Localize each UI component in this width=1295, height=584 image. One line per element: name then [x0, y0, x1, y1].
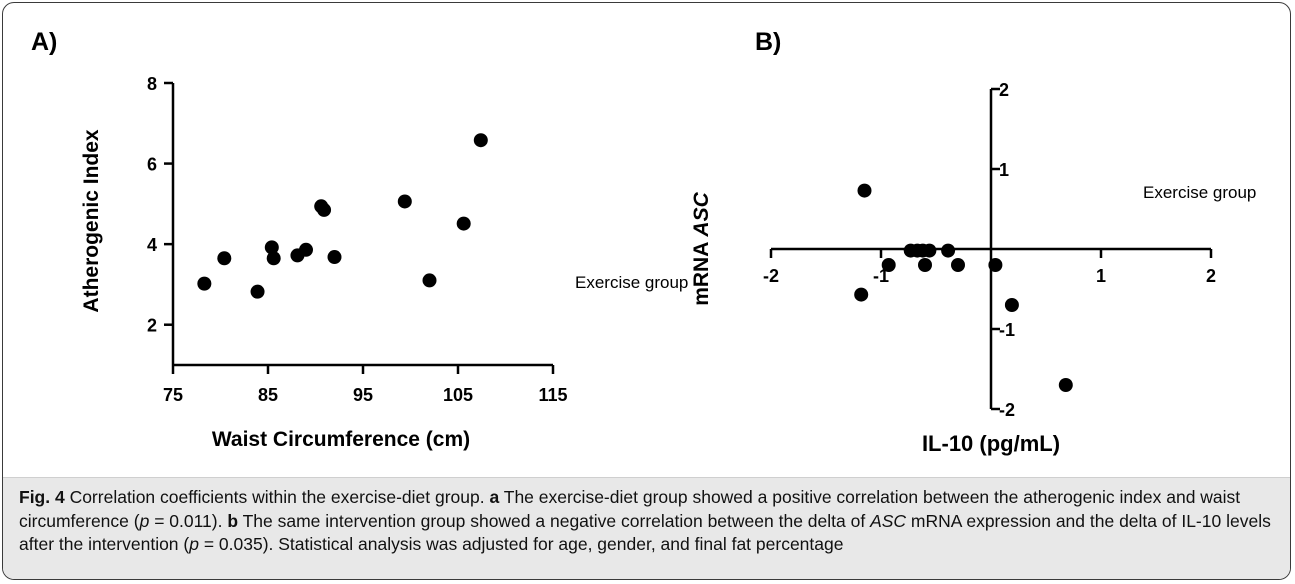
panel-b-y-axis-title-prefix: mRNA: [690, 237, 713, 306]
panel-b-y-axis-title: mRNA ASC: [690, 191, 713, 305]
figure-plots: A) 2 4 6 8 75 85 95 105 115 Exercise group Wais…: [31, 28, 1256, 456]
panel-b-y-axis-title-gene: ASC: [690, 191, 713, 237]
panel-b-data-point: [988, 258, 1003, 272]
caption-b-p-val: = 0.035). Statistical analysis was adjus…: [198, 534, 844, 554]
panel-a-y-tick-label: 4: [147, 235, 157, 255]
panel-a-data-point: [250, 284, 265, 299]
panel-a-data-point: [327, 250, 342, 265]
panel-b-points: [854, 183, 1073, 392]
panel-b-annotation: Exercise group: [1143, 183, 1256, 202]
panel-a-annotation: Exercise group: [575, 273, 688, 292]
panel-a-data-point: [473, 133, 488, 148]
panel-b-y-tick-label: 2: [999, 80, 1009, 100]
caption-a-text: The exercise-diet group showed a positiv…: [19, 487, 1241, 531]
panel-a-x-axis-title: Waist Circumference (cm): [212, 428, 470, 451]
panel-b-data-point: [1004, 298, 1019, 312]
caption-b-label: b: [227, 510, 239, 531]
panel-a-x-tick-label: 115: [538, 385, 567, 405]
panel-b-data-point: [922, 243, 937, 258]
panel-a-y-tick-label: 8: [147, 74, 157, 94]
panel-a-data-point: [197, 276, 212, 291]
panel-b-data-point: [1058, 378, 1073, 392]
panel-a-data-point: [217, 251, 232, 266]
figure-caption: Fig. 4 Correlation coefficients within t…: [3, 477, 1290, 579]
panel-a-x-tick-label: 105: [443, 385, 473, 405]
panel-a-y-tick-label: 6: [147, 155, 157, 175]
panel-b-y-tick-label: -2: [999, 400, 1015, 420]
panel-a-x-tick-label: 75: [163, 385, 183, 405]
panel-b-data-point: [951, 258, 965, 272]
panel-a-data-point: [264, 240, 279, 255]
panel-a-label: A): [31, 28, 57, 56]
panel-b: B) 2 1 -1 -2 -2 -1 1 2 Exercise group IL-10 (p…: [690, 28, 1256, 456]
panel-a-x-ticks: 75 85 95 105 115: [163, 365, 568, 405]
panel-a-data-point: [456, 216, 471, 231]
caption-title: Correlation coefficients within the exer…: [64, 487, 490, 507]
caption-fig-label: Fig. 4: [19, 487, 65, 507]
panel-b-x-tick-label: -1: [873, 266, 889, 286]
caption-a-p-var: p: [139, 510, 150, 531]
panel-a-y-axis-title: Atherogenic Index: [80, 129, 103, 313]
panel-a-points: [197, 133, 488, 299]
panel-a-data-point: [299, 242, 313, 257]
panel-b-x-tick-label: -2: [763, 266, 779, 286]
panel-b-x-axis-title: IL-10 (pg/mL): [922, 431, 1060, 456]
panel-a-data-point: [422, 273, 437, 288]
caption-a-label: a: [489, 487, 500, 507]
panel-b-x-tick-label: 2: [1206, 266, 1216, 286]
panel-a-data-point: [397, 194, 412, 209]
panel-a-y-tick-label: 2: [147, 316, 157, 336]
panel-a-x-tick-label: 95: [353, 385, 373, 405]
panel-a-data-point: [266, 251, 281, 266]
panel-a-x-tick-label: 85: [258, 385, 278, 405]
panel-b-y-tick-label: -1: [999, 320, 1015, 340]
panel-b-data-point: [857, 183, 872, 198]
panel-b-x-tick-label: 1: [1096, 266, 1106, 286]
panel-a-data-point: [317, 202, 332, 217]
caption-b-gene: ASC: [870, 510, 907, 531]
caption-a-p-val: = 0.011).: [149, 510, 228, 531]
panel-a-y-ticks: 2 4 6 8: [147, 74, 173, 336]
panel-b-data-point: [918, 258, 932, 272]
panel-b-data-point: [854, 287, 869, 302]
panel-b-y-tick-label: 1: [999, 160, 1009, 180]
caption-b-text-1: The same intervention group showed a neg…: [238, 510, 871, 531]
caption-b-text-2: mRNA expression and the delta of IL-10 l…: [19, 510, 1271, 555]
panel-a: A) 2 4 6 8 75 85 95 105 115 Exercise group Wais…: [31, 28, 688, 451]
panel-b-y-ticks: 2 1 -1 -2: [991, 80, 1015, 420]
caption-b-p-var: p: [189, 534, 199, 554]
panel-b-label: B): [755, 28, 781, 56]
panel-b-data-point: [881, 258, 896, 272]
panel-b-x-ticks: -2 -1 1 2: [763, 249, 1216, 286]
panel-b-data-point: [941, 243, 956, 258]
